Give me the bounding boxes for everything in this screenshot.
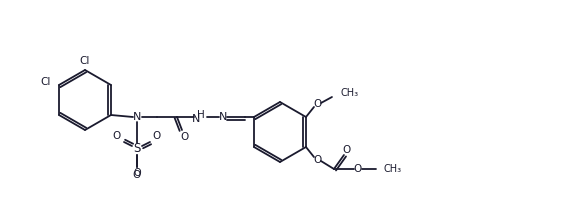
- Text: Cl: Cl: [80, 56, 90, 66]
- Text: O: O: [314, 99, 322, 109]
- Text: N: N: [192, 114, 200, 124]
- Text: O: O: [113, 131, 121, 141]
- Text: O: O: [343, 145, 351, 155]
- Text: S: S: [133, 142, 141, 156]
- Text: N: N: [219, 112, 227, 122]
- Text: CH₃: CH₃: [341, 88, 359, 98]
- Text: O: O: [354, 164, 362, 174]
- Text: H: H: [197, 110, 205, 120]
- Text: O: O: [181, 132, 189, 142]
- Text: Cl: Cl: [41, 77, 51, 87]
- Text: N: N: [133, 112, 141, 122]
- Text: O: O: [133, 168, 141, 178]
- Text: O: O: [153, 131, 161, 141]
- Text: O: O: [133, 170, 141, 180]
- Text: O: O: [314, 155, 322, 165]
- Text: CH₃: CH₃: [384, 164, 402, 174]
